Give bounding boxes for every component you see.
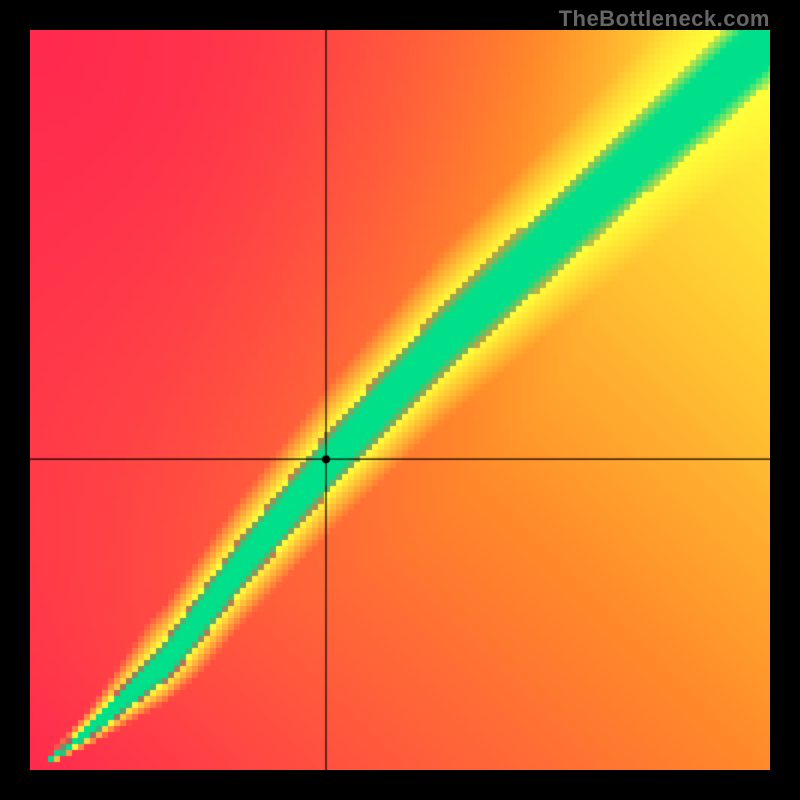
heatmap-canvas [30,30,770,770]
plot-area [30,30,770,770]
chart-container: TheBottleneck.com [0,0,800,800]
attribution-label: TheBottleneck.com [559,6,770,32]
